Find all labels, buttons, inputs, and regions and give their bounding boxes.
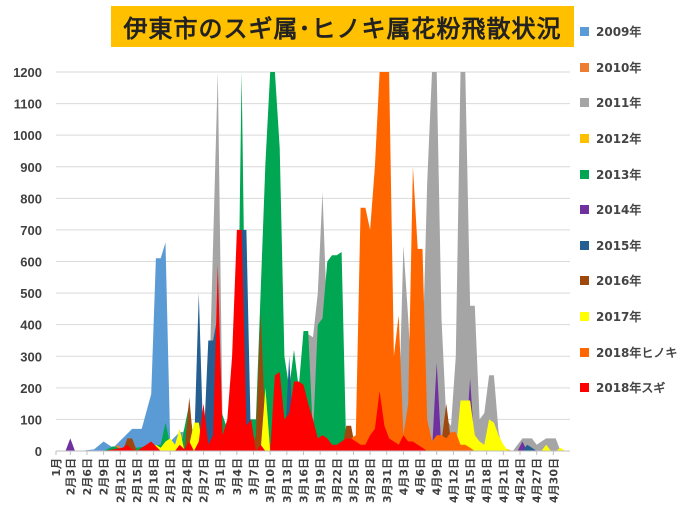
x-tick-label: 3月13日 [281, 458, 294, 503]
x-tick-label: 3月31日 [381, 458, 394, 503]
series-area [103, 72, 347, 451]
x-tick-label: 3月1日 [214, 458, 227, 495]
x-tick-label: 4月21日 [497, 458, 510, 503]
x-tick-label: 2月12日 [114, 458, 127, 503]
legend-label: 2013年 [596, 167, 642, 182]
x-tick-label: 2月15日 [131, 458, 144, 503]
y-tick-label: 500 [20, 286, 42, 301]
x-tick-label: 4月3日 [397, 458, 410, 495]
y-tick-label: 200 [20, 381, 42, 396]
legend-swatch [580, 312, 589, 322]
x-tick-label: 2月9日 [98, 458, 111, 495]
legend-item: 2018年スギ [580, 370, 690, 406]
gridlines [56, 71, 570, 420]
legend-swatch [580, 276, 589, 286]
legend-item: 2018年ヒノキ [580, 334, 690, 370]
y-tick-label: 700 [20, 223, 42, 238]
legend-label: 2009年 [596, 25, 642, 40]
x-tick-label: 2月24日 [181, 458, 194, 503]
x-tick-label: 1月 [50, 458, 63, 477]
y-tick-label: 0 [35, 444, 42, 459]
x-tick-label: 4月6日 [414, 458, 427, 495]
x-tick-label: 4月24日 [514, 458, 527, 503]
x-tick-label: 2月27日 [198, 458, 211, 503]
chart-title-box: 伊東市のスギ属･ヒノキ属花粉飛散状況 [111, 6, 574, 47]
legend-swatch [580, 240, 589, 250]
legend-swatch [580, 383, 589, 393]
x-tick-label: 4月12日 [447, 458, 460, 503]
x-tick-labels: 1月 2月3日 2月6日 2月9日 2月12日 2月15日 2月18日 2月21日 2月24日 2… [50, 458, 560, 503]
legend-label: 2012年 [596, 132, 642, 147]
x-tick-label: 3月28日 [364, 458, 377, 503]
x-tick-label: 3月4日 [231, 458, 244, 495]
legend-label: 2010年 [596, 60, 642, 75]
x-tick-label: 2月18日 [148, 458, 161, 503]
legend-swatch [580, 62, 589, 72]
legend-item: 2012年 [580, 121, 690, 157]
legend-item: 2010年 [580, 50, 690, 86]
chart-title: 伊東市のスギ属･ヒノキ属花粉飛散状況 [123, 15, 562, 43]
legend-item: 2015年 [580, 228, 690, 264]
legend-label: 2015年 [596, 238, 642, 253]
legend-label: 2017年 [596, 310, 642, 325]
legend-item: 2009年 [580, 14, 690, 50]
x-tick-label: 3月22日 [331, 458, 344, 503]
legend-item: 2017年 [580, 299, 690, 335]
legend-label: 2018年ヒノキ [596, 345, 678, 360]
y-tick-label: 1000 [13, 128, 42, 143]
legend-swatch [580, 134, 589, 144]
legend-swatch [580, 347, 589, 357]
legend-item: 2014年 [580, 192, 690, 228]
x-tick-label: 3月19日 [314, 458, 327, 503]
series-area [341, 72, 475, 451]
legend-item: 2016年 [580, 263, 690, 299]
y-tick-label: 1100 [14, 97, 42, 112]
x-tick-label: 2月3日 [64, 458, 77, 495]
axes [55, 450, 570, 455]
series-area [151, 387, 566, 451]
legend-label: 2011年 [596, 96, 642, 111]
legend-label: 2016年 [596, 274, 642, 289]
legend-swatch [580, 27, 589, 37]
x-tick-label: 4月18日 [481, 458, 494, 503]
legend-label: 2014年 [596, 203, 642, 218]
legend-swatch [580, 169, 589, 179]
series-area [65, 362, 528, 451]
y-tick-label: 400 [20, 318, 42, 333]
y-tick-label: 600 [20, 255, 42, 270]
y-tick-label: 1200 [13, 65, 42, 80]
x-tick-label: 4月9日 [431, 458, 444, 495]
x-tick-label: 2月21日 [164, 458, 177, 503]
x-tick-label: 3月16日 [297, 458, 310, 503]
legend: 2009年 2010年 2011年 2012年 2013年 2014年 2015年 2016年… [580, 14, 690, 406]
x-tick-label: 3月7日 [248, 458, 261, 495]
legend-swatch [580, 98, 589, 108]
legend-swatch [580, 205, 589, 215]
legend-item: 2013年 [580, 156, 690, 192]
y-tick-labels: 0 100 200 300 400 500 600 700 800 900 1000 1100 1200 [13, 65, 42, 459]
y-tick-label: 800 [20, 191, 42, 206]
x-tick-label: 2月6日 [81, 458, 94, 495]
x-tick-label: 3月10日 [264, 458, 277, 503]
x-tick-label: 4月27日 [531, 458, 544, 503]
legend-item: 2011年 [580, 85, 690, 121]
series-area [175, 72, 561, 451]
x-tick-label: 4月15日 [464, 458, 477, 503]
y-tick-label: 900 [20, 160, 42, 175]
x-tick-label: 4月30日 [547, 458, 560, 503]
series-area [56, 242, 190, 451]
series-areas [56, 72, 566, 451]
legend-label: 2018年スギ [596, 381, 666, 396]
x-tick-label: 3月25日 [347, 458, 360, 503]
y-tick-label: 300 [20, 349, 42, 364]
y-tick-label: 100 [20, 412, 42, 427]
